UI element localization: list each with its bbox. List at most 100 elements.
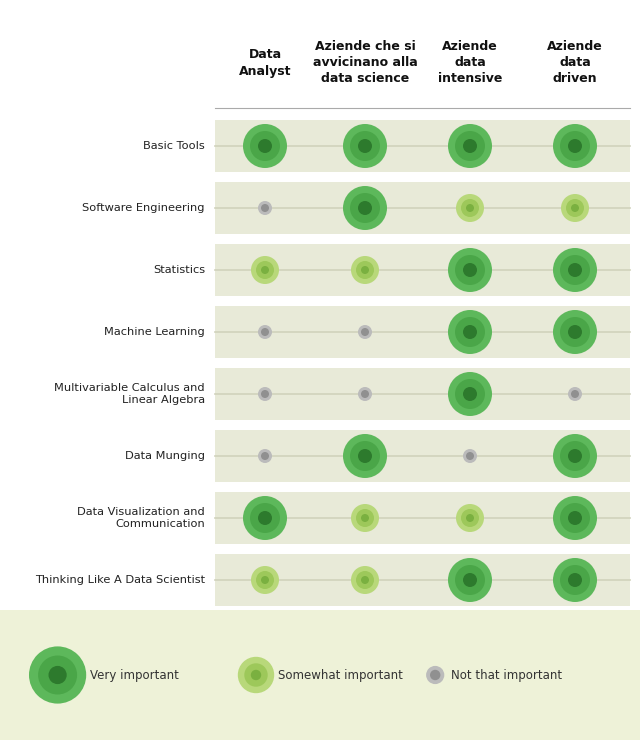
Circle shape — [261, 390, 269, 398]
Circle shape — [560, 317, 590, 347]
Text: Not that important: Not that important — [451, 668, 563, 682]
Circle shape — [244, 663, 268, 687]
Bar — [215, 430, 630, 482]
Circle shape — [258, 387, 272, 401]
Circle shape — [466, 204, 474, 212]
Circle shape — [49, 666, 67, 684]
Circle shape — [463, 449, 477, 463]
Circle shape — [463, 387, 477, 401]
Bar — [215, 120, 630, 172]
Circle shape — [463, 325, 477, 339]
Circle shape — [568, 449, 582, 463]
Circle shape — [461, 509, 479, 527]
Circle shape — [455, 131, 485, 161]
Circle shape — [351, 566, 379, 594]
Circle shape — [258, 201, 272, 215]
Circle shape — [568, 139, 582, 153]
Circle shape — [463, 263, 477, 277]
Circle shape — [568, 325, 582, 339]
Circle shape — [466, 514, 474, 522]
Circle shape — [343, 124, 387, 168]
Circle shape — [358, 139, 372, 153]
Circle shape — [38, 656, 77, 695]
Circle shape — [243, 124, 287, 168]
Circle shape — [350, 131, 380, 161]
Circle shape — [568, 511, 582, 525]
Circle shape — [258, 325, 272, 339]
Circle shape — [455, 565, 485, 595]
Circle shape — [448, 558, 492, 602]
Circle shape — [466, 452, 474, 460]
Circle shape — [561, 194, 589, 222]
Circle shape — [568, 573, 582, 587]
Circle shape — [361, 266, 369, 274]
Circle shape — [361, 390, 369, 398]
Text: Aziende
data
driven: Aziende data driven — [547, 41, 603, 86]
Circle shape — [29, 647, 86, 704]
Circle shape — [343, 186, 387, 230]
Circle shape — [251, 566, 279, 594]
Bar — [215, 492, 630, 544]
Circle shape — [261, 452, 269, 460]
Circle shape — [448, 124, 492, 168]
Circle shape — [343, 434, 387, 478]
Text: Data Visualization and
Communication: Data Visualization and Communication — [77, 507, 205, 529]
Circle shape — [553, 496, 597, 540]
Circle shape — [250, 503, 280, 533]
Circle shape — [358, 325, 372, 339]
Circle shape — [553, 124, 597, 168]
Circle shape — [261, 328, 269, 336]
Circle shape — [560, 255, 590, 285]
Circle shape — [256, 261, 274, 279]
Circle shape — [358, 387, 372, 401]
Bar — [215, 306, 630, 358]
Circle shape — [261, 576, 269, 584]
Circle shape — [448, 310, 492, 354]
Circle shape — [560, 565, 590, 595]
Circle shape — [560, 441, 590, 471]
Circle shape — [455, 379, 485, 409]
Circle shape — [261, 266, 269, 274]
Text: Statistics: Statistics — [153, 265, 205, 275]
Circle shape — [356, 509, 374, 527]
Bar — [215, 182, 630, 234]
Circle shape — [258, 139, 272, 153]
Text: Software Engineering: Software Engineering — [83, 203, 205, 213]
Text: Machine Learning: Machine Learning — [104, 327, 205, 337]
Circle shape — [455, 317, 485, 347]
Circle shape — [456, 194, 484, 222]
Circle shape — [250, 131, 280, 161]
Circle shape — [553, 434, 597, 478]
Bar — [215, 244, 630, 296]
Circle shape — [356, 571, 374, 589]
Circle shape — [361, 328, 369, 336]
Circle shape — [361, 576, 369, 584]
Circle shape — [463, 139, 477, 153]
Circle shape — [426, 666, 444, 684]
Circle shape — [448, 372, 492, 416]
Circle shape — [568, 387, 582, 401]
Circle shape — [251, 670, 261, 680]
Circle shape — [251, 256, 279, 284]
Circle shape — [560, 503, 590, 533]
Circle shape — [461, 199, 479, 217]
Circle shape — [361, 514, 369, 522]
Circle shape — [456, 504, 484, 532]
Bar — [215, 554, 630, 606]
Text: Aziende
data
intensive: Aziende data intensive — [438, 41, 502, 86]
Circle shape — [356, 261, 374, 279]
Circle shape — [258, 449, 272, 463]
Text: Somewhat important: Somewhat important — [278, 668, 403, 682]
Circle shape — [358, 449, 372, 463]
Circle shape — [243, 496, 287, 540]
Circle shape — [350, 441, 380, 471]
Circle shape — [430, 670, 440, 680]
Circle shape — [448, 248, 492, 292]
Circle shape — [351, 256, 379, 284]
Circle shape — [463, 573, 477, 587]
Bar — [0, 610, 640, 740]
Circle shape — [351, 504, 379, 532]
Circle shape — [560, 131, 590, 161]
Text: Data
Analyst: Data Analyst — [239, 49, 291, 78]
Text: Very important: Very important — [90, 668, 179, 682]
